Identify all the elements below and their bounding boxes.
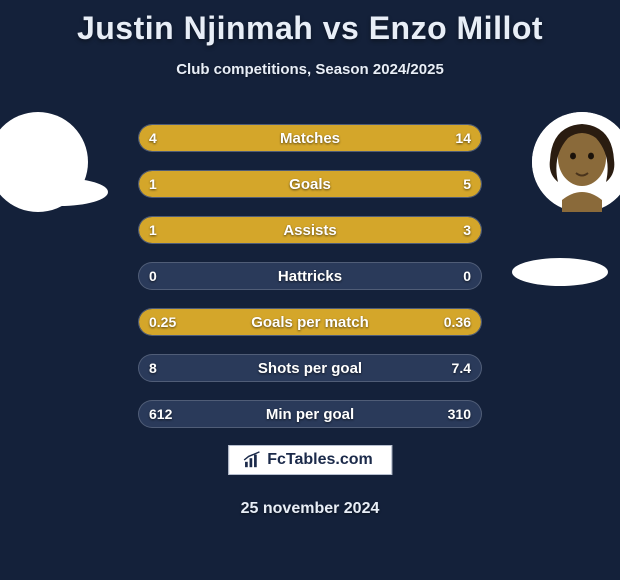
stat-row: 414Matches (138, 124, 482, 152)
subtitle: Club competitions, Season 2024/2025 (0, 61, 620, 78)
stat-label: Assists (139, 217, 481, 243)
source-logo-text: FcTables.com (267, 451, 373, 469)
stats-chart: 414Matches 15Goals 13Assists 00Hattricks 0.2… (138, 124, 482, 446)
stat-row: 15Goals (138, 170, 482, 198)
page-title: Justin Njinmah vs Enzo Millot (0, 0, 620, 47)
stat-label: Matches (139, 125, 481, 151)
stat-label: Goals (139, 171, 481, 197)
stat-label: Shots per goal (139, 355, 481, 381)
source-logo: FcTables.com (228, 445, 392, 475)
title-vs: vs (323, 10, 360, 46)
stat-row: 612310Min per goal (138, 400, 482, 428)
avatar-shadow-player2 (512, 258, 608, 286)
stat-label: Goals per match (139, 309, 481, 335)
date-label: 25 november 2024 (0, 500, 620, 518)
stat-label: Min per goal (139, 401, 481, 427)
title-player2: Enzo Millot (369, 10, 543, 46)
title-player1: Justin Njinmah (77, 10, 313, 46)
stat-row: 13Assists (138, 216, 482, 244)
avatar-shadow-player1 (12, 178, 108, 206)
chart-icon (243, 451, 261, 469)
avatar-player2 (532, 112, 620, 212)
stat-row: 87.4Shots per goal (138, 354, 482, 382)
stat-row: 0.250.36Goals per match (138, 308, 482, 336)
stat-label: Hattricks (139, 263, 481, 289)
stat-row: 00Hattricks (138, 262, 482, 290)
